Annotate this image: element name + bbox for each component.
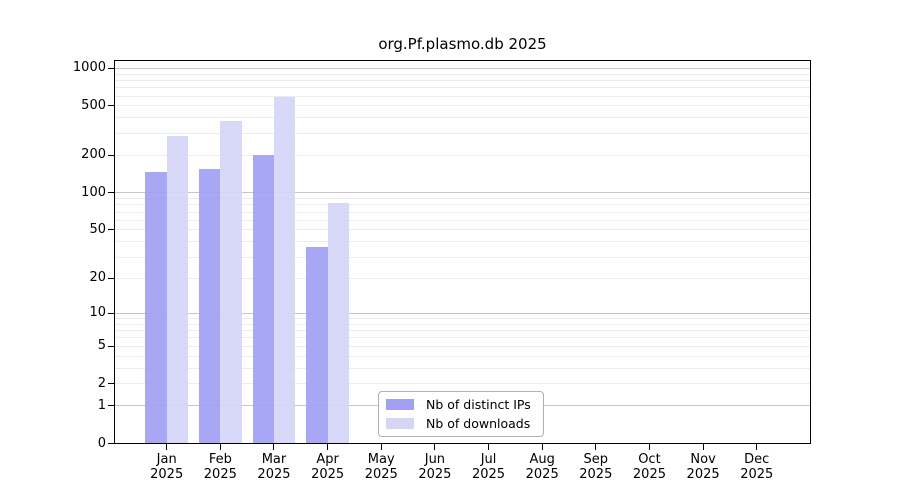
nb-of-downloads-bar-jan-2025 <box>166 135 189 444</box>
y-tick-mark <box>108 405 114 407</box>
legend-swatch-downloads <box>386 418 414 429</box>
y-tick-label: 50 <box>89 221 106 237</box>
nb-of-distinct-ips-bar-apr-2025 <box>306 247 328 444</box>
y-tick-mark <box>108 345 114 347</box>
gridline-minor <box>115 277 810 279</box>
legend-entry-distinct-ips: Nb of distinct IPs <box>386 396 543 412</box>
nb-of-downloads-bar-feb-2025 <box>220 121 242 444</box>
gridline-minor <box>115 73 810 75</box>
x-tick-mark <box>595 444 597 450</box>
x-tick-label: Dec 2025 <box>740 452 774 482</box>
y-tick-label: 2 <box>97 375 106 391</box>
x-tick-mark <box>648 444 650 450</box>
x-tick-label: Sep 2025 <box>579 452 613 482</box>
gridline-minor <box>115 337 810 339</box>
y-tick-mark <box>108 154 114 156</box>
gridline-minor <box>115 105 810 107</box>
y-tick-mark <box>108 192 114 194</box>
y-tick-label: 1 <box>97 397 106 413</box>
gridline-minor <box>115 95 810 97</box>
x-tick-label: Oct 2025 <box>632 452 666 482</box>
y-tick-mark <box>108 105 114 107</box>
x-tick-label: May 2025 <box>364 452 398 482</box>
y-tick-label: 500 <box>81 97 106 113</box>
gridline-minor <box>115 323 810 325</box>
y-tick-mark <box>108 443 114 444</box>
legend: Nb of distinct IPs Nb of downloads <box>378 391 544 437</box>
x-tick-mark <box>273 444 275 450</box>
x-tick-mark <box>434 444 436 450</box>
gridline-minor <box>115 256 810 258</box>
y-tick-mark <box>108 277 114 279</box>
nb-of-downloads-bar-mar-2025 <box>273 97 296 444</box>
x-tick-mark <box>327 444 329 450</box>
nb-of-distinct-ips-bar-feb-2025 <box>198 168 221 444</box>
gridline-minor <box>115 229 810 231</box>
x-tick-mark <box>219 444 221 450</box>
gridline-minor <box>115 345 810 347</box>
x-tick-mark <box>488 444 490 450</box>
x-tick-mark <box>702 444 704 450</box>
nb-of-distinct-ips-bar-mar-2025 <box>252 155 274 444</box>
x-tick-mark <box>380 444 382 450</box>
y-tick-mark <box>108 312 114 314</box>
x-tick-label: Mar 2025 <box>257 452 291 482</box>
y-tick-label: 100 <box>81 184 106 200</box>
nb-of-downloads-bar-apr-2025 <box>327 202 349 444</box>
x-tick-mark <box>541 444 543 450</box>
gridline-major <box>115 192 810 194</box>
y-tick-label: 20 <box>89 270 106 286</box>
x-tick-label: Aug 2025 <box>525 452 559 482</box>
gridline-major <box>115 312 810 314</box>
gridline-major <box>115 67 810 69</box>
y-tick-label: 1000 <box>72 60 106 76</box>
gridline-minor <box>115 133 810 135</box>
gridline-minor <box>115 355 810 357</box>
gridline-minor <box>115 211 810 213</box>
gridline-minor <box>115 241 810 243</box>
gridline-minor <box>115 154 810 156</box>
gridline-minor <box>115 219 810 221</box>
gridline-minor <box>115 79 810 81</box>
x-tick-label: Jan 2025 <box>150 452 184 482</box>
y-tick-mark <box>108 229 114 231</box>
y-tick-label: 200 <box>81 147 106 163</box>
nb-of-distinct-ips-bar-jan-2025 <box>145 172 167 444</box>
gridline-minor <box>115 87 810 89</box>
legend-label-distinct-ips: Nb of distinct IPs <box>426 396 531 412</box>
x-tick-mark <box>756 444 758 450</box>
x-tick-label: Apr 2025 <box>311 452 345 482</box>
legend-swatch-distinct-ips <box>386 399 414 410</box>
gridline-minor <box>115 204 810 206</box>
y-tick-mark <box>108 383 114 385</box>
x-tick-label: Jun 2025 <box>418 452 452 482</box>
y-tick-mark <box>108 67 114 69</box>
legend-label-downloads: Nb of downloads <box>426 415 531 431</box>
gridline-minor <box>115 317 810 319</box>
x-tick-mark <box>166 444 168 450</box>
gridline-minor <box>115 383 810 385</box>
y-tick-label: 5 <box>97 338 106 354</box>
x-tick-label: Nov 2025 <box>686 452 720 482</box>
legend-entry-downloads: Nb of downloads <box>386 415 543 431</box>
y-tick-label: 0 <box>97 435 106 451</box>
gridline-minor <box>115 330 810 332</box>
gridline-minor <box>115 367 810 369</box>
y-tick-label: 10 <box>89 305 106 321</box>
gridline-minor <box>115 117 810 119</box>
x-tick-label: Feb 2025 <box>203 452 237 482</box>
chart-title: org.Pf.plasmo.db 2025 <box>378 35 547 53</box>
gridline-minor <box>115 198 810 200</box>
x-tick-label: Jul 2025 <box>471 452 506 482</box>
